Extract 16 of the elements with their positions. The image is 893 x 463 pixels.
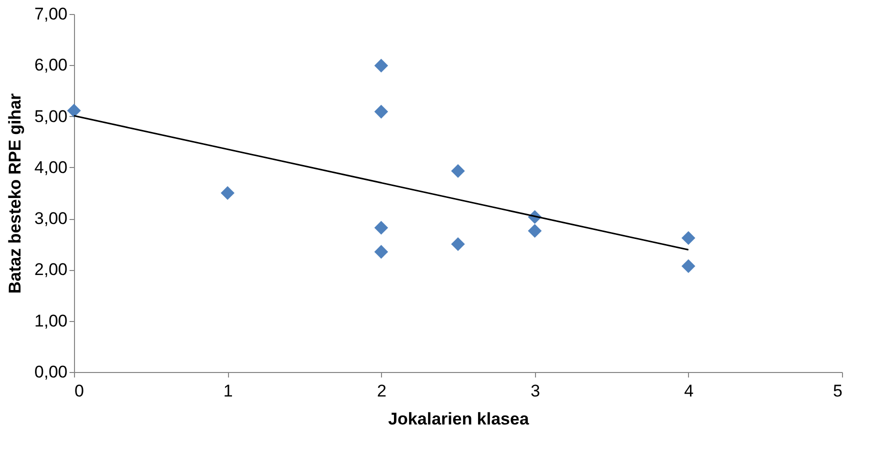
x-tick-label: 5 bbox=[833, 382, 842, 400]
y-tick-label: 2,00 bbox=[34, 260, 68, 280]
y-tick-label: 6,00 bbox=[34, 56, 68, 75]
y-tick-label: 4,00 bbox=[34, 158, 68, 177]
y-tick-label: 1,00 bbox=[34, 311, 68, 330]
x-axis-title: Jokalarien klasea bbox=[388, 410, 530, 428]
x-tick-label: 2 bbox=[376, 382, 386, 400]
x-tick-label: 1 bbox=[223, 382, 233, 400]
y-tick-label: 5,00 bbox=[34, 106, 68, 126]
x-tick-label: 4 bbox=[684, 382, 694, 400]
y-tick-label: 0,00 bbox=[34, 362, 68, 382]
y-tick-label: 7,00 bbox=[34, 4, 68, 24]
y-axis-title: Bataz besteko RPE gihar bbox=[5, 92, 24, 294]
x-tick-label: 0 bbox=[74, 382, 84, 400]
y-tick-label: 3,00 bbox=[34, 209, 68, 228]
x-tick-label: 3 bbox=[530, 382, 540, 400]
